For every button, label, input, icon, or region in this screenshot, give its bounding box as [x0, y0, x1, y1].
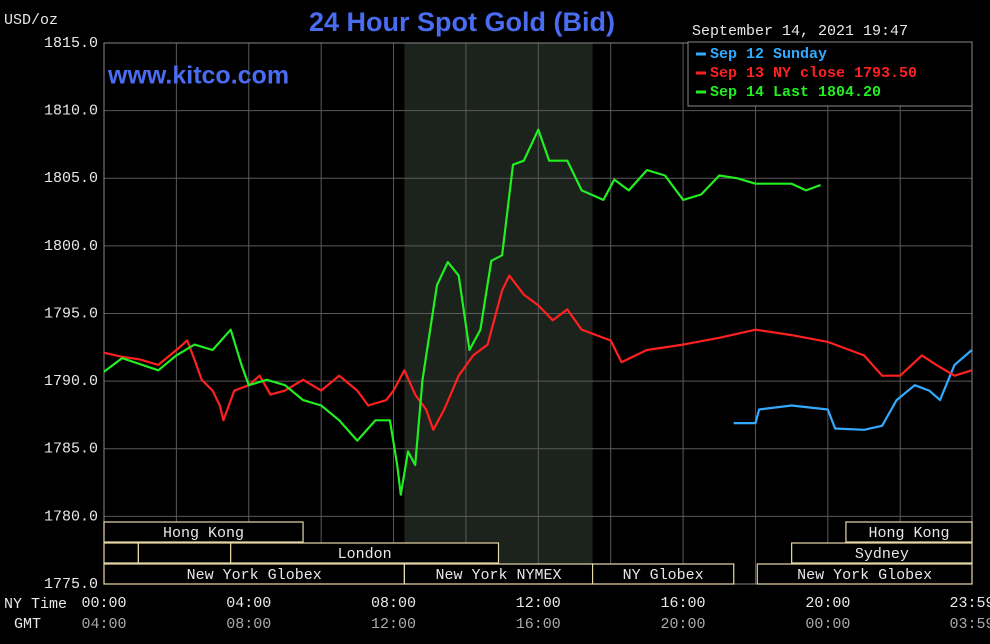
legend-label: Sep 13 NY close 1793.50 — [710, 65, 917, 82]
x-tick-label: 08:00 — [371, 595, 416, 612]
legend-label: Sep 14 Last 1804.20 — [710, 84, 881, 101]
session-label: New York NYMEX — [435, 567, 561, 584]
x-row-label: GMT — [14, 616, 41, 633]
x-tick-label: 23:59 — [949, 595, 990, 612]
session-label: NY Globex — [623, 567, 704, 584]
chart-title: 24 Hour Spot Gold (Bid) — [309, 7, 615, 37]
y-tick-label: 1790.0 — [44, 373, 98, 390]
y-tick-label: 1795.0 — [44, 305, 98, 322]
y-tick-label: 1810.0 — [44, 103, 98, 120]
session-label: Hong Kong — [868, 525, 949, 542]
session-label: Hong Kong — [163, 525, 244, 542]
x-tick-label: 04:00 — [226, 595, 271, 612]
watermark: www.kitco.com — [107, 62, 289, 90]
legend-label: Sep 12 Sunday — [710, 46, 827, 63]
gmt-tick-label: 00:00 — [805, 616, 850, 633]
price-line — [103, 274, 973, 431]
gmt-tick-label: 03:59 — [949, 616, 990, 633]
gmt-tick-label: 20:00 — [661, 616, 706, 633]
y-tick-label: 1775.0 — [44, 576, 98, 593]
session-label: New York Globex — [187, 567, 322, 584]
x-tick-label: 16:00 — [661, 595, 706, 612]
x-tick-label: 12:00 — [516, 595, 561, 612]
session-bar — [230, 542, 500, 564]
y-axis-label: USD/oz — [4, 12, 58, 29]
session-bar — [756, 563, 973, 585]
price-line — [733, 349, 973, 431]
gmt-tick-label: 08:00 — [226, 616, 271, 633]
y-tick-label: 1780.0 — [44, 508, 98, 525]
session-bar — [791, 542, 973, 564]
session-bar — [103, 542, 139, 564]
session-label: London — [338, 546, 392, 563]
gmt-tick-label: 12:00 — [371, 616, 416, 633]
x-tick-label: 00:00 — [81, 595, 126, 612]
session-bar — [103, 521, 304, 543]
timestamp: September 14, 2021 19:47 — [692, 23, 908, 40]
x-row-label: NY Time — [4, 596, 67, 613]
session-label: Sydney — [855, 546, 909, 563]
legend-box — [687, 41, 973, 107]
y-tick-label: 1805.0 — [44, 170, 98, 187]
y-tick-label: 1815.0 — [44, 35, 98, 52]
y-tick-label: 1800.0 — [44, 238, 98, 255]
y-tick-label: 1785.0 — [44, 441, 98, 458]
price-line — [103, 128, 821, 496]
session-bar — [137, 542, 232, 564]
session-bar — [591, 563, 735, 585]
gmt-tick-label: 16:00 — [516, 616, 561, 633]
x-tick-label: 20:00 — [805, 595, 850, 612]
gmt-tick-label: 04:00 — [81, 616, 126, 633]
session-label: New York Globex — [797, 567, 932, 584]
session-bar — [845, 521, 973, 543]
